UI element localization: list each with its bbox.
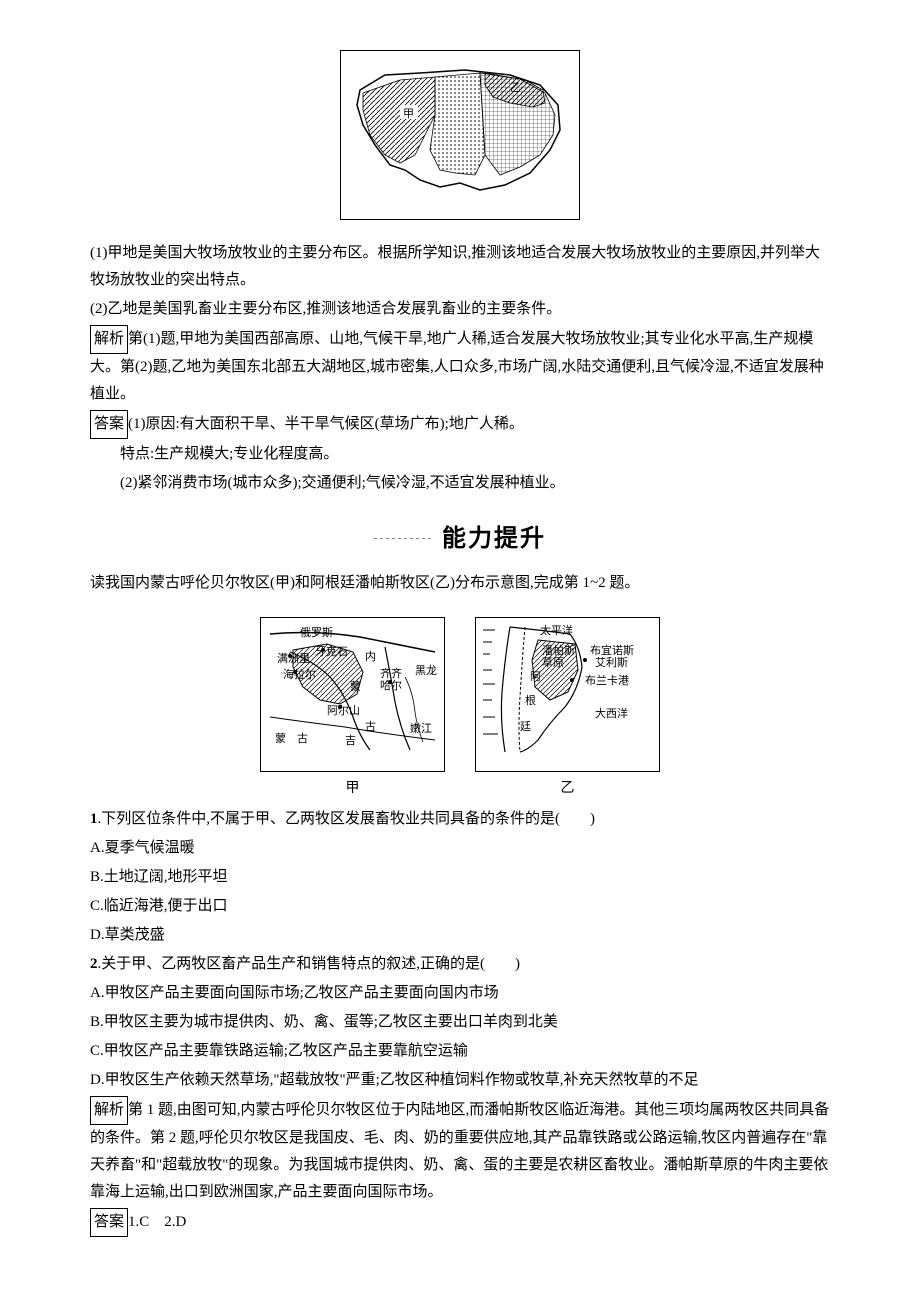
map-yi-box: 太平洋 潘帕斯 草原 布宜诺斯 艾利斯 布兰卡港 大西洋 阿 根 廷 [475,617,660,801]
svg-text:乙: 乙 [510,81,521,94]
svg-text:黑龙: 黑龙 [415,664,437,677]
section-heading: 能力提升 [90,517,830,560]
q1-num: 1 [90,811,98,827]
svg-text:潘帕斯: 潘帕斯 [542,643,575,657]
answer-paragraph-1: 答案(1)原因:有大面积干旱、半干旱气候区(草场广布);地广人稀。 [90,410,830,439]
q2-optD: D.甲牧区生产依赖天然草场,"超载放牧"严重;乙牧区种植饲料作物或牧草,补充天然… [90,1067,830,1094]
svg-text:根: 根 [525,693,536,707]
svg-text:嫩江: 嫩江 [410,721,432,735]
intro-text: 读我国内蒙古呼伦贝尔牧区(甲)和阿根廷潘帕斯牧区(乙)分布示意图,完成第 1~2… [90,570,830,597]
svg-text:阿: 阿 [530,670,541,683]
q1-stem: 1.下列区位条件中,不属于甲、乙两牧区发展畜牧业共同具备的条件的是( ) [90,806,830,833]
us-map-figure: 甲 乙 [90,50,830,220]
svg-text:内: 内 [365,649,376,663]
analysis-paragraph: 解析第(1)题,甲地为美国西部高原、山地,气候干旱,地广人稀,适合发展大牧场放牧… [90,325,830,408]
svg-text:布兰卡港: 布兰卡港 [585,674,629,687]
svg-text:蒙: 蒙 [350,680,361,693]
svg-text:海拉尔: 海拉尔 [283,667,316,681]
svg-text:甲: 甲 [403,108,414,120]
q2-num: 2 [90,956,98,972]
analysis-text: 第(1)题,甲地为美国西部高原、山地,气候干旱,地广人稀,适合发展大牧场放牧业;… [90,331,824,402]
map-jia-caption: 甲 [260,776,445,801]
us-map-box: 甲 乙 [340,50,580,220]
svg-text:吉: 吉 [345,734,356,747]
svg-text:阿尔山: 阿尔山 [327,704,360,717]
map-jia-box: 俄罗斯 满洲里 牙克石 海拉尔 内 蒙 古 齐齐 哈尔 阿尔山 黑龙 吉 蒙 古… [260,617,445,801]
svg-text:布宜诺斯: 布宜诺斯 [590,643,634,657]
heading-line-left [374,538,434,539]
map-yi-caption: 乙 [475,776,660,801]
analysis2-label: 解析 [90,1096,128,1125]
analysis-label: 解析 [90,325,128,354]
map-pair: 俄罗斯 满洲里 牙克石 海拉尔 内 蒙 古 齐齐 哈尔 阿尔山 黑龙 吉 蒙 古… [90,617,830,801]
answer-1: (1)原因:有大面积干旱、半干旱气候区(草场广布);地广人稀。 [128,416,524,432]
svg-text:大西洋: 大西洋 [595,706,628,720]
analysis2-paragraph: 解析第 1 题,由图可知,内蒙古呼伦贝尔牧区位于内陆地区,而潘帕斯牧区临近海港。… [90,1096,830,1206]
svg-text:古: 古 [365,720,376,733]
heading-text: 能力提升 [442,517,546,560]
svg-text:满洲里: 满洲里 [277,652,310,665]
us-map-svg: 甲 乙 [345,55,575,205]
answer2-label: 答案 [90,1208,128,1237]
question-part-1: (1)甲地是美国大牧场放牧业的主要分布区。根据所学知识,推测该地适合发展大牧场放… [90,240,830,294]
q1-optC: C.临近海港,便于出口 [90,893,830,920]
svg-text:艾利斯: 艾利斯 [595,656,628,669]
analysis2-text: 第 1 题,由图可知,内蒙古呼伦贝尔牧区位于内陆地区,而潘帕斯牧区临近海港。其他… [90,1102,829,1200]
answer-1b: 特点:生产规模大;专业化程度高。 [90,441,830,468]
q2-optA: A.甲牧区产品主要面向国际市场;乙牧区产品主要面向国内市场 [90,980,830,1007]
q1-optD: D.草类茂盛 [90,922,830,949]
q1-optB: B.土地辽阔,地形平坦 [90,864,830,891]
answer-label: 答案 [90,410,128,439]
map-yi-svg: 太平洋 潘帕斯 草原 布宜诺斯 艾利斯 布兰卡港 大西洋 阿 根 廷 [480,622,655,757]
map-jia-svg: 俄罗斯 满洲里 牙克石 海拉尔 内 蒙 古 齐齐 哈尔 阿尔山 黑龙 吉 蒙 古… [265,622,440,757]
svg-text:蒙 古: 蒙 古 [275,732,308,745]
svg-text:牙克石: 牙克石 [315,645,348,658]
answer2-paragraph: 答案1.C 2.D [90,1208,830,1237]
svg-text:廷: 廷 [520,720,531,733]
svg-text:俄罗斯: 俄罗斯 [300,626,333,639]
answer2-text: 1.C 2.D [128,1214,186,1230]
q1-optA: A.夏季气候温暖 [90,835,830,862]
svg-text:太平洋: 太平洋 [540,623,573,637]
svg-text:齐齐: 齐齐 [380,666,402,680]
svg-text:草原: 草原 [542,656,564,669]
answer-2: (2)紧邻消费市场(城市众多);交通便利;气候冷湿,不适宜发展种植业。 [90,470,830,497]
q2-stem: 2.关于甲、乙两牧区畜产品生产和销售特点的叙述,正确的是( ) [90,951,830,978]
q2-optC: C.甲牧区产品主要靠铁路运输;乙牧区产品主要靠航空运输 [90,1038,830,1065]
question-part-2: (2)乙地是美国乳畜业主要分布区,推测该地适合发展乳畜业的主要条件。 [90,296,830,323]
q2-optB: B.甲牧区主要为城市提供肉、奶、禽、蛋等;乙牧区主要出口羊肉到北美 [90,1009,830,1036]
